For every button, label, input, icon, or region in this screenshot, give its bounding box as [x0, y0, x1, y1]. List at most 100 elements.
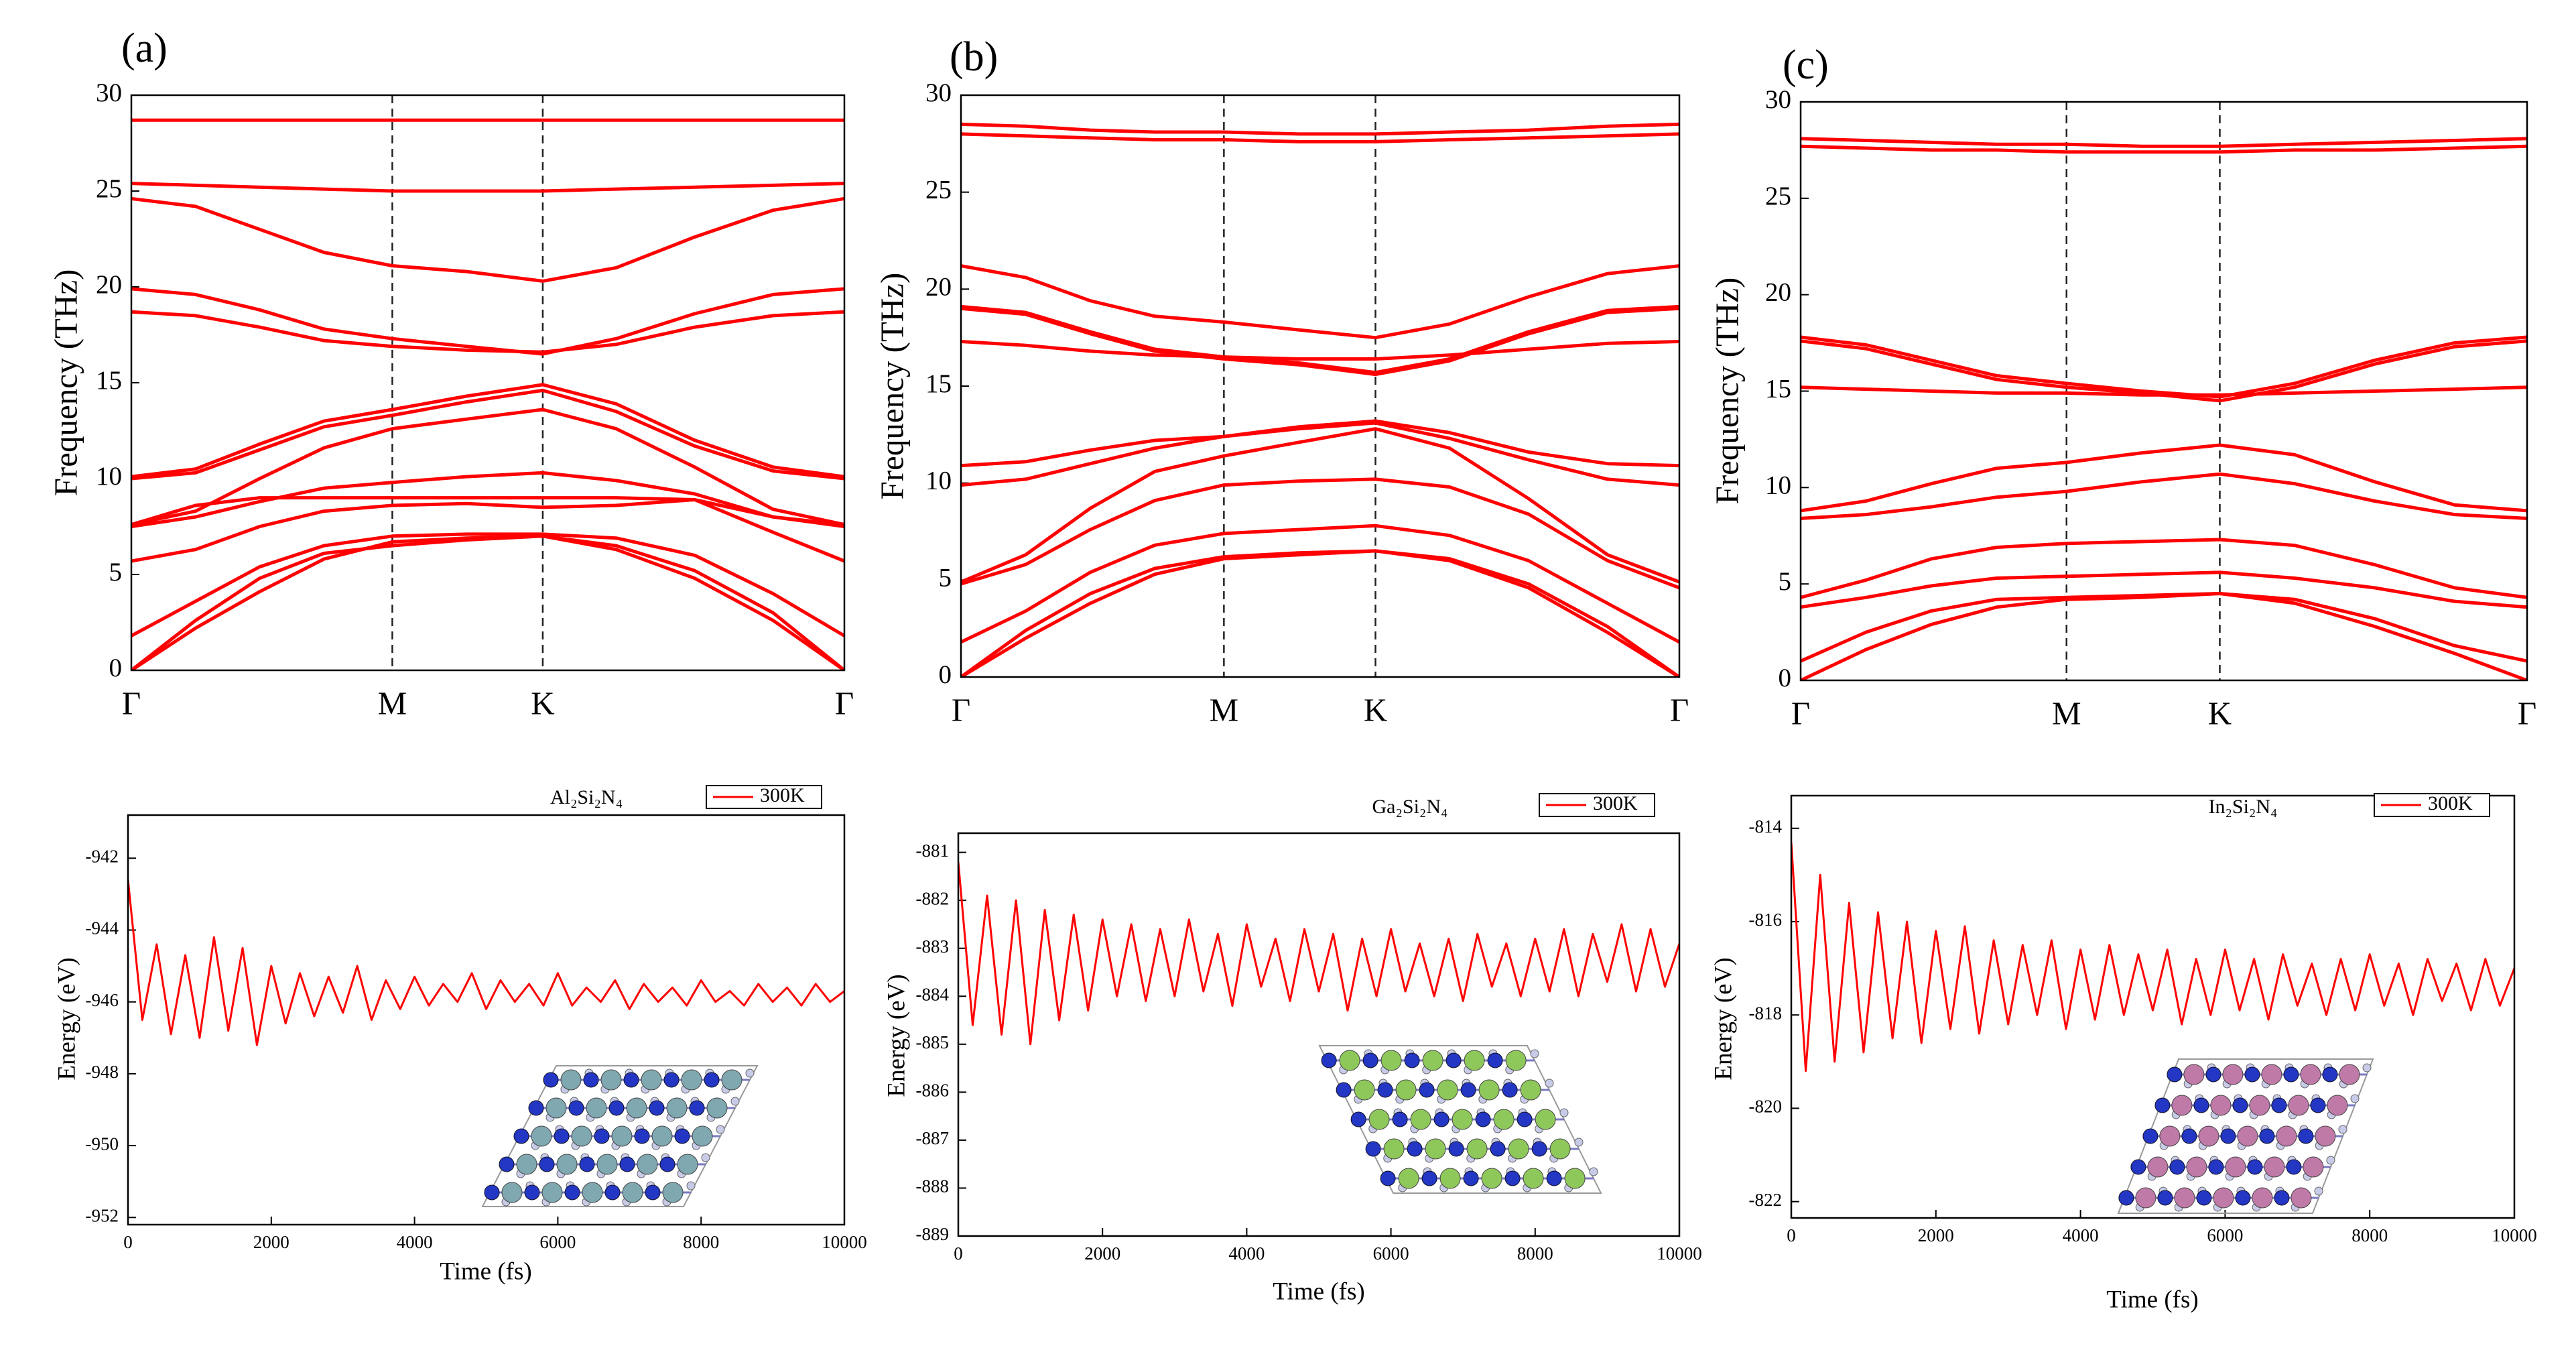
cation-atom [611, 1125, 633, 1147]
cation-atom [2264, 1156, 2285, 1178]
series-line [961, 340, 1679, 361]
silicon-atom [594, 1128, 610, 1144]
silicon-atom [2167, 1066, 2183, 1083]
silicon-atom [484, 1184, 500, 1201]
x-tick-label: 6000 [2207, 1225, 2243, 1245]
y-tick-label: -944 [86, 918, 119, 938]
x-tick-label: Γ [952, 691, 970, 728]
y-tick-label: 30 [96, 78, 122, 107]
x-tick-label: M [2052, 694, 2081, 731]
silicon-atom [1502, 1082, 1518, 1098]
silicon-atom [1490, 1141, 1506, 1157]
y-tick-label: -881 [916, 841, 950, 861]
plot-frame [957, 832, 1681, 1237]
silicon-atom [1336, 1082, 1352, 1098]
silicon-atom [1531, 1141, 1547, 1157]
panel-label: (a) [121, 25, 168, 71]
series-line [1801, 592, 2527, 663]
cation-atom [501, 1182, 523, 1203]
series-line [131, 534, 844, 670]
cation-atom [1523, 1168, 1544, 1189]
x-tick-label: K [2208, 694, 2232, 731]
cation-atom [2276, 1125, 2297, 1147]
cation-atom [1410, 1109, 1431, 1130]
x-tick-label: 0 [123, 1232, 133, 1252]
cation-atom [541, 1182, 563, 1203]
x-tick-label: Γ [122, 684, 141, 721]
cation-atom [721, 1069, 743, 1091]
y-tick-label: 15 [1765, 374, 1791, 403]
series-line [961, 549, 1679, 677]
silicon-atom [619, 1156, 635, 1172]
silicon-atom [2259, 1128, 2275, 1144]
cation-atom [1493, 1109, 1515, 1130]
x-axis-label: Time (fs) [1273, 1278, 1364, 1305]
cation-atom [2159, 1125, 2181, 1147]
cation-atom [571, 1125, 592, 1147]
y-tick-label: 5 [939, 563, 952, 592]
series-line [1791, 842, 2514, 1072]
y-tick-label: -883 [916, 936, 950, 957]
cation-atom [1464, 1050, 1485, 1071]
y-tick-label: 25 [96, 174, 122, 203]
legend-label: 300K [1593, 792, 1638, 814]
cation-atom [600, 1069, 622, 1091]
cation-atom [706, 1097, 728, 1119]
y-tick-label: 5 [109, 558, 123, 587]
silicon-atom [2274, 1190, 2290, 1206]
silicon-atom [583, 1072, 599, 1088]
cation-atom [2174, 1187, 2195, 1209]
cation-atom [596, 1154, 618, 1175]
silicon-atom [604, 1184, 621, 1201]
x-tick-label: K [531, 684, 554, 721]
y-tick-label: 20 [96, 270, 122, 299]
silicon-atom [2310, 1097, 2326, 1113]
silicon-atom [2232, 1097, 2248, 1113]
x-tick-label: 2000 [1084, 1243, 1120, 1264]
y-tick-label: 10 [96, 462, 122, 491]
nitrogen-atom [2314, 1186, 2323, 1196]
silicon-atom [1504, 1170, 1521, 1186]
cation-atom [545, 1097, 567, 1119]
silicon-atom [2169, 1159, 2185, 1175]
cation-atom [1466, 1138, 1488, 1160]
silicon-atom [1419, 1082, 1435, 1098]
silicon-atom [2286, 1159, 2302, 1175]
series-line [1801, 385, 2527, 397]
y-tick-label: -942 [86, 847, 119, 867]
series-line [961, 524, 1679, 644]
cation-atom [516, 1154, 537, 1175]
silicon-atom [1380, 1170, 1396, 1186]
cation-atom [651, 1125, 673, 1147]
silicon-atom [623, 1072, 639, 1088]
plot-frame [1799, 101, 2528, 682]
x-tick-label: 2000 [253, 1232, 289, 1252]
nitrogen-atom [1559, 1108, 1569, 1117]
cation-atom [677, 1154, 698, 1175]
nitrogen-atom [745, 1068, 755, 1078]
cation-atom [531, 1125, 552, 1147]
legend-label: 300K [760, 784, 805, 806]
silicon-atom [1404, 1052, 1420, 1068]
plot-frame [127, 814, 846, 1226]
y-tick-label: 20 [925, 272, 952, 301]
silicon-atom [579, 1156, 595, 1172]
y-tick-label: -952 [86, 1205, 119, 1225]
series-line [961, 264, 1679, 340]
silicon-atom [645, 1184, 661, 1201]
silicon-atom [2244, 1066, 2260, 1083]
x-tick-label: 8000 [1517, 1243, 1553, 1264]
y-tick-label: 0 [1779, 664, 1792, 692]
silicon-atom [2118, 1190, 2134, 1206]
cation-atom [622, 1182, 643, 1203]
silicon-atom [2220, 1128, 2236, 1144]
nitrogen-atom [2362, 1063, 2372, 1072]
y-tick-label: -950 [86, 1133, 119, 1154]
x-tick-label: M [378, 684, 407, 721]
x-tick-label: Γ [835, 684, 854, 721]
y-tick-label: 30 [925, 78, 952, 107]
x-tick-label: 0 [954, 1243, 963, 1264]
cation-atom [692, 1125, 713, 1147]
series-line [1801, 137, 2527, 148]
cation-atom [2171, 1095, 2193, 1116]
